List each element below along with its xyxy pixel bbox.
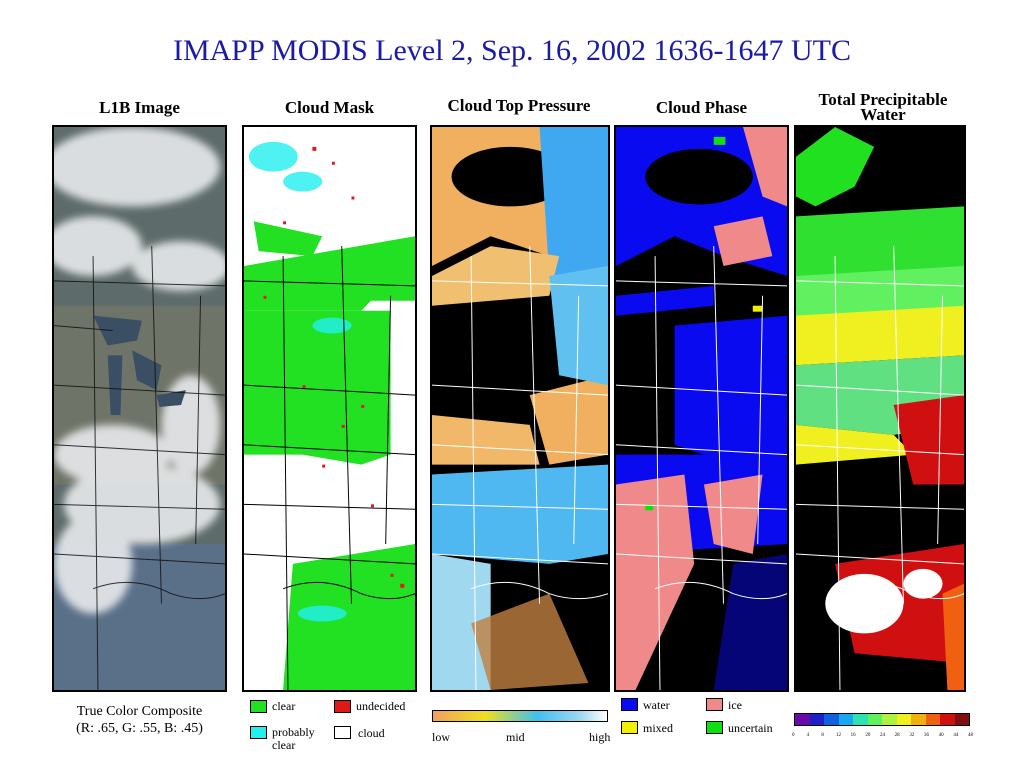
tpw-colorbar-segment (795, 714, 810, 725)
cloud-phase-image (614, 125, 789, 692)
legend-swatch-mixed (621, 721, 638, 734)
legend-label-cloud: cloud (358, 726, 385, 740)
l1b-caption-line2: (R: .65, G: .55, B: .45) (76, 721, 203, 736)
tpw-colorbar-segment (954, 714, 969, 725)
panel-title-l1b: L1B Image (99, 98, 180, 117)
tpw-tick-label: 0 (792, 733, 795, 738)
legend-swatch-ice (706, 698, 723, 711)
legend-swatch-uncertain (706, 721, 723, 734)
tpw-colorbar-segment (838, 714, 853, 725)
ctp-label-high: high (589, 730, 611, 744)
panel-title-cloud-top-pressure: Cloud Top Pressure (447, 96, 591, 115)
tpw-colorbar-segment (896, 714, 911, 725)
legend-label-ice: ice (728, 698, 742, 712)
tpw-tick-label: 28 (894, 733, 900, 738)
tpw-image (794, 125, 966, 692)
tpw-tick-label: 20 (865, 733, 871, 738)
tpw-colorbar-segment (853, 714, 868, 725)
tpw-colorbar-segment (911, 714, 926, 725)
tpw-colorbar-segment (940, 714, 955, 725)
tpw-tick-label: 24 (880, 733, 885, 738)
page-title: IMAPP MODIS Level 2, Sep. 16, 2002 1636-… (172, 34, 852, 67)
legend-swatch-clear (250, 700, 267, 713)
tpw-tick-label: 44 (953, 733, 959, 738)
tpw-colorbar-segment (809, 714, 824, 725)
legend-swatch-cloud (334, 726, 351, 739)
tpw-tick-label: 12 (836, 733, 841, 738)
ctp-colorbar (432, 710, 608, 722)
legend-label-mixed: mixed (643, 721, 673, 735)
tpw-colorbar-segment (882, 714, 897, 725)
tpw-tick-label: 32 (909, 733, 915, 738)
legend-label-clear: clear (272, 699, 296, 713)
tpw-tick-label: 8 (821, 733, 824, 738)
tpw-tick-label: 40 (938, 733, 944, 738)
legend-label-undecided: undecided (356, 699, 406, 713)
legend-label-probably-clear: probably clear (272, 725, 315, 752)
legend-label-uncertain: uncertain (728, 721, 773, 735)
l1b-caption-line1: True Color Composite (76, 704, 203, 719)
cloud-top-pressure-image (430, 125, 610, 692)
tpw-colorbar-segment (925, 714, 940, 725)
legend-swatch-water (621, 698, 638, 711)
tpw-tick-label: 36 (924, 733, 929, 738)
ctp-label-mid: mid (506, 730, 525, 744)
cloud-mask-image (242, 125, 417, 692)
tpw-tick-label: 4 (806, 733, 810, 738)
legend-swatch-probably-clear (250, 726, 267, 739)
panel-title-cloud-phase: Cloud Phase (655, 98, 748, 117)
tpw-colorbar (794, 713, 970, 726)
legend-label-water: water (643, 698, 670, 712)
panel-title-cloud-mask: Cloud Mask (284, 98, 375, 117)
tpw-tick-label: 16 (850, 733, 856, 738)
tpw-colorbar-segment (867, 714, 882, 725)
l1b-image (52, 125, 227, 692)
ctp-label-low: low (432, 730, 450, 744)
tpw-colorbar-segment (824, 714, 839, 725)
legend-swatch-undecided (334, 700, 351, 713)
l1b-caption: True Color Composite (R: .65, G: .55, B:… (52, 703, 227, 737)
tpw-tick-label: 48 (968, 733, 973, 738)
panel-title-tpw: Total Precipitable Water (818, 90, 948, 124)
